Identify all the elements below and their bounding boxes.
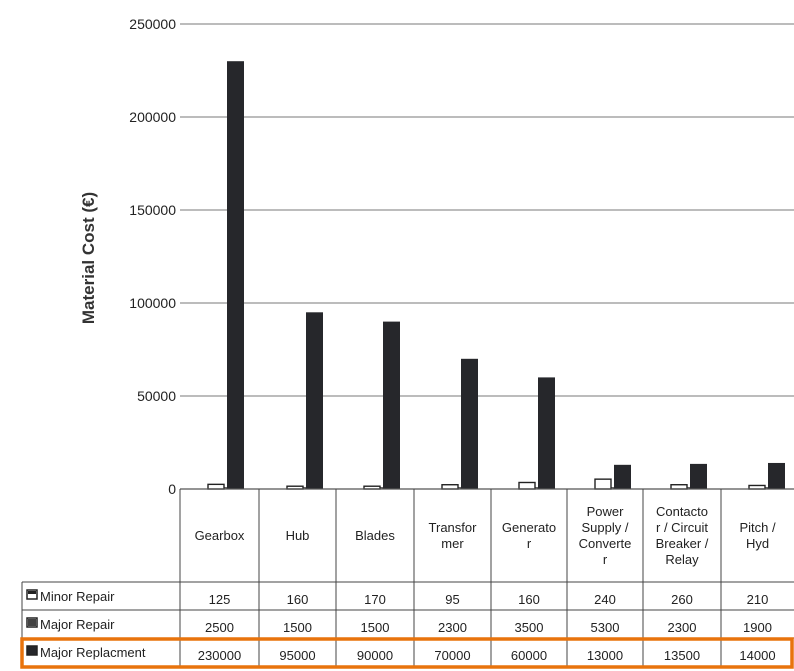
bar-major-replacement [461, 358, 478, 489]
data-value: 90000 [357, 648, 393, 663]
category-label: Power [587, 504, 625, 519]
data-value: 60000 [511, 648, 547, 663]
bar-major-replacement [768, 462, 785, 489]
legend-swatch [26, 645, 38, 656]
y-tick-label: 250000 [129, 16, 176, 32]
data-value: 260 [671, 592, 693, 607]
data-value: 240 [594, 592, 616, 607]
bar-major-repair [518, 481, 536, 490]
bar-major-repair [441, 484, 459, 490]
data-value: 2300 [668, 620, 697, 635]
category-label: Contacto [656, 504, 708, 519]
bar-major-replacement [306, 312, 323, 489]
category-label: Hyd [746, 536, 769, 551]
bar-major-replacement [690, 463, 707, 489]
bar-major-repair [670, 484, 688, 490]
data-value: 3500 [515, 620, 544, 635]
category-label: Hub [286, 528, 310, 543]
data-value: 125 [209, 592, 231, 607]
legend-label: Major Replacment [40, 645, 146, 660]
category-label: Pitch / [739, 520, 776, 535]
data-value: 5300 [591, 620, 620, 635]
category-label: mer [441, 536, 464, 551]
y-tick-label: 100000 [129, 295, 176, 311]
bar-major-replacement [383, 321, 400, 489]
category-label: Relay [665, 552, 699, 567]
y-tick-label: 50000 [137, 388, 176, 404]
data-value: 210 [747, 592, 769, 607]
category-label: Breaker / [656, 536, 709, 551]
data-value: 160 [518, 592, 540, 607]
data-value: 1500 [361, 620, 390, 635]
y-tick-label: 150000 [129, 202, 176, 218]
data-value: 13000 [587, 648, 623, 663]
legend-swatch-mark [28, 619, 36, 626]
legend-label: Minor Repair [40, 589, 115, 604]
bar-major-repair [207, 483, 225, 490]
category-label: r [527, 536, 532, 551]
category-label: r / Circuit [656, 520, 708, 535]
data-value: 1900 [743, 620, 772, 635]
data-value: 95000 [279, 648, 315, 663]
y-tick-label: 200000 [129, 109, 176, 125]
bar-major-replacement [227, 61, 244, 489]
data-value: 70000 [434, 648, 470, 663]
data-value: 230000 [198, 648, 241, 663]
category-label: Transfor [429, 520, 478, 535]
y-tick-label: 0 [168, 481, 176, 497]
category-label: Generato [502, 520, 556, 535]
data-value: 2500 [205, 620, 234, 635]
data-value: 13500 [664, 648, 700, 663]
bar-major-replacement [538, 377, 555, 489]
data-value: 2300 [438, 620, 467, 635]
category-label: r [603, 552, 608, 567]
highlight-box [20, 637, 794, 669]
bar-major-replacement [614, 464, 631, 489]
legend-swatch-mark [28, 591, 36, 594]
data-value: 14000 [739, 648, 775, 663]
data-value: 170 [364, 592, 386, 607]
legend-label: Major Repair [40, 617, 115, 632]
category-label: Gearbox [195, 528, 245, 543]
data-value: 160 [287, 592, 309, 607]
category-label: Blades [355, 528, 395, 543]
data-value: 1500 [283, 620, 312, 635]
legend-swatch [26, 589, 38, 600]
category-label: Supply / [582, 520, 629, 535]
bar-major-repair [594, 478, 612, 490]
data-value: 95 [445, 592, 459, 607]
category-label: Converte [579, 536, 632, 551]
y-axis-title: Material Cost (€) [79, 192, 98, 324]
